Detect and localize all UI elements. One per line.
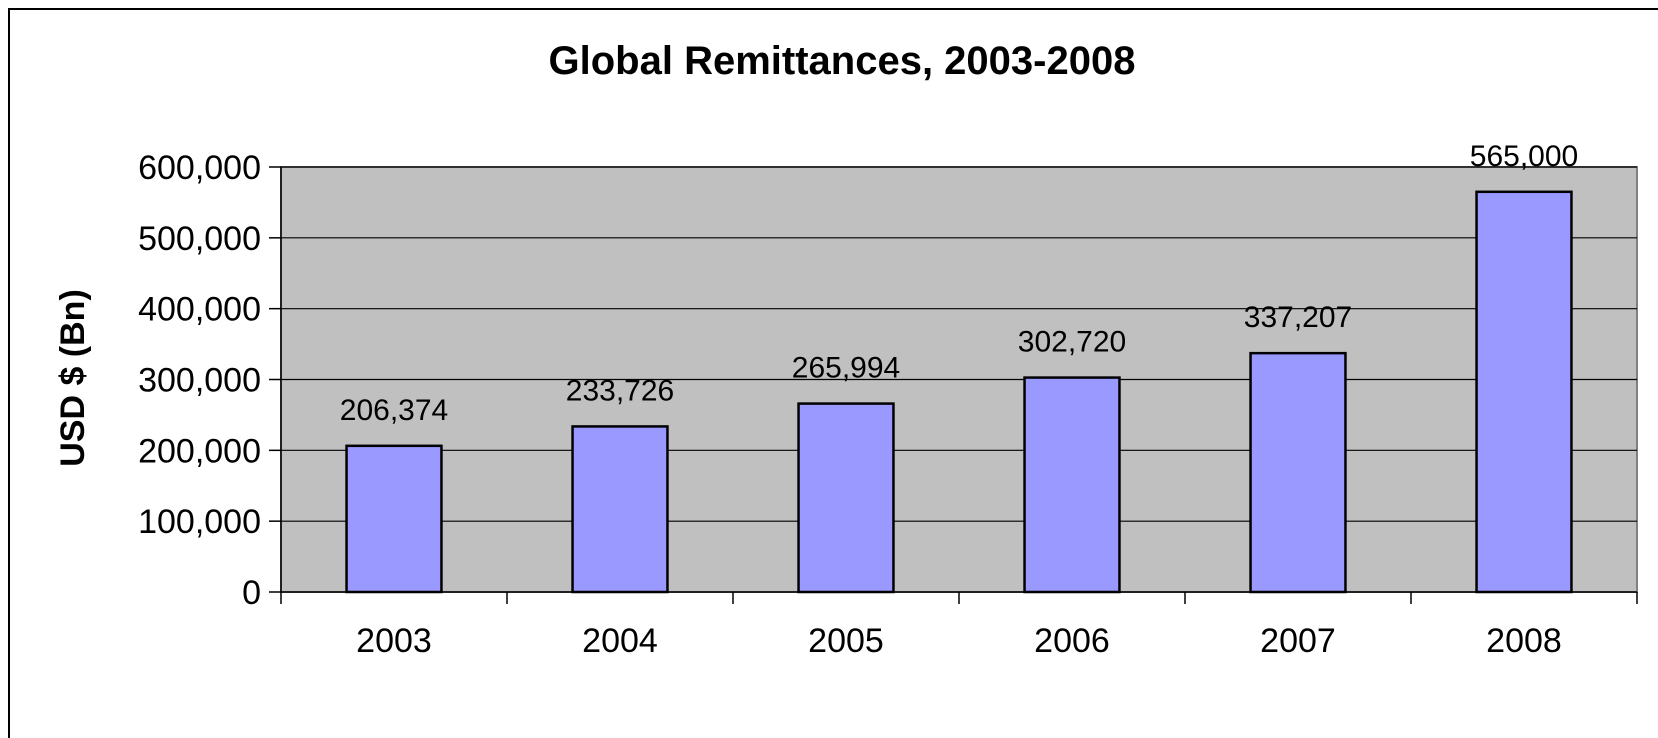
x-tick-label-2006: 2006 xyxy=(1034,622,1110,660)
x-tick-label-2004: 2004 xyxy=(582,622,658,660)
y-tick-label: 100,000 xyxy=(138,503,261,541)
data-label-2005: 265,994 xyxy=(792,352,900,385)
chart-title: Global Remittances, 2003-2008 xyxy=(549,39,1136,83)
y-tick-label: 600,000 xyxy=(138,149,261,187)
data-label-2008: 565,000 xyxy=(1470,140,1578,173)
bar-2005 xyxy=(799,404,894,592)
x-tick-label-2003: 2003 xyxy=(356,622,432,660)
bar-2007 xyxy=(1251,353,1346,592)
data-label-2004: 233,726 xyxy=(566,374,674,407)
bar-2006 xyxy=(1025,378,1120,592)
data-label-2003: 206,374 xyxy=(340,394,448,427)
x-tick-label-2005: 2005 xyxy=(808,622,884,660)
y-tick-label: 400,000 xyxy=(138,291,261,329)
bar-2003 xyxy=(347,446,442,592)
data-label-2006: 302,720 xyxy=(1018,326,1126,359)
y-tick-label: 200,000 xyxy=(138,432,261,470)
x-tick-label-2008: 2008 xyxy=(1486,622,1562,660)
y-tick-label: 300,000 xyxy=(138,362,261,400)
y-tick-label: 0 xyxy=(242,574,261,612)
x-tick-label-2007: 2007 xyxy=(1260,622,1336,660)
y-tick-label: 500,000 xyxy=(138,220,261,258)
y-axis-label: USD $ (Bn) xyxy=(54,289,92,467)
bar-2008 xyxy=(1477,192,1572,592)
data-label-2007: 337,207 xyxy=(1244,301,1352,334)
bar-2004 xyxy=(573,426,668,592)
